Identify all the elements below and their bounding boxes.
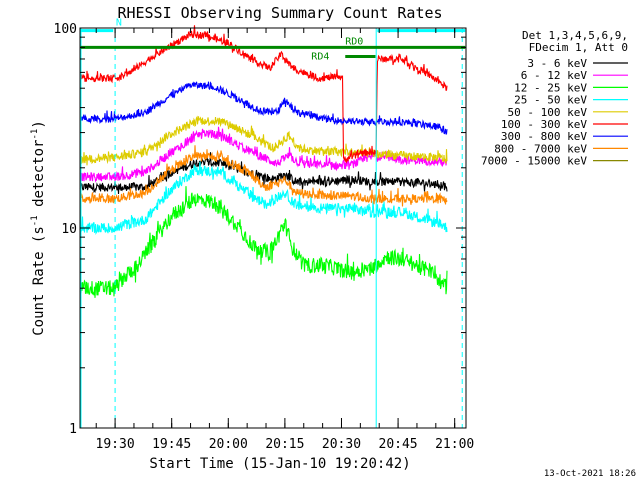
legend-label-6: 300 - 800 keV	[501, 130, 587, 143]
x-tick-label-2: 20:00	[209, 437, 248, 452]
legend-label-0: 3 - 6 keV	[527, 57, 587, 70]
plot-frame	[79, 27, 467, 429]
x-tick-label-5: 20:45	[379, 437, 418, 452]
legend-label-1: 6 - 12 keV	[521, 69, 588, 82]
y-tick-label-1: 10	[61, 222, 77, 237]
legend-label-7: 800 - 7000 keV	[494, 142, 587, 155]
x-tick-label-4: 20:30	[322, 437, 361, 452]
series-line-4	[79, 115, 448, 166]
annotation-rd4-label: RD4	[311, 52, 329, 63]
legend-label-5: 100 - 300 keV	[501, 118, 587, 131]
legend-label-4: 50 - 100 keV	[508, 106, 588, 119]
x-tick-label-6: 21:00	[435, 437, 474, 452]
plot-marks: N RD0 RD4	[79, 18, 466, 428]
series-line-0	[79, 152, 448, 195]
legend-header-line-1: Det 1,3,4,5,6,9,	[522, 29, 628, 42]
x-tick-label-1: 19:45	[152, 437, 191, 452]
legend-label-3: 25 - 50 keV	[514, 94, 587, 107]
series-line-2	[79, 186, 448, 298]
series-line-3	[79, 161, 448, 236]
x-axis-label: Start Time (15-Jan-10 19:20:42)	[149, 456, 410, 472]
y-axis-label-end: )	[31, 120, 47, 128]
y-tick-label-2: 100	[54, 22, 77, 37]
y-axis-label-main: Count Rate (s	[31, 226, 47, 336]
annotation-night-label: N	[116, 18, 122, 29]
x-tick-label-0: 19:30	[96, 437, 135, 452]
x-axis: 19:30 19:45 20:00 20:15 20:30 20:45 21:00	[96, 28, 474, 452]
legend: Det 1,3,4,5,6,9, FDecim 1, Att 0 3 - 6 k…	[481, 29, 628, 168]
y-axis-label-sup1: -1	[30, 215, 40, 226]
series-line-6	[79, 81, 448, 135]
x-tick-label-3: 20:15	[265, 437, 304, 452]
y-axis: 1 10 100	[54, 22, 466, 437]
y-axis-label-sup2: -1	[30, 129, 40, 140]
chart-title: RHESSI Observing Summary Count Rates	[117, 4, 442, 22]
series-line-5	[79, 25, 448, 164]
footer-date: 13-Oct-2021 18:26	[544, 469, 636, 479]
y-axis-label-mid: detector	[31, 140, 47, 216]
annotation-rd0-label: RD0	[345, 36, 363, 47]
y-tick-label-0: 1	[69, 422, 77, 437]
y-axis-label: Count Rate (s-1 detector-1)	[30, 120, 47, 336]
legend-label-8: 7000 - 15000 keV	[481, 155, 587, 168]
legend-header-line-2: FDecim 1, Att 0	[529, 41, 628, 54]
series-line-7	[79, 145, 448, 207]
legend-label-2: 12 - 25 keV	[514, 81, 587, 94]
